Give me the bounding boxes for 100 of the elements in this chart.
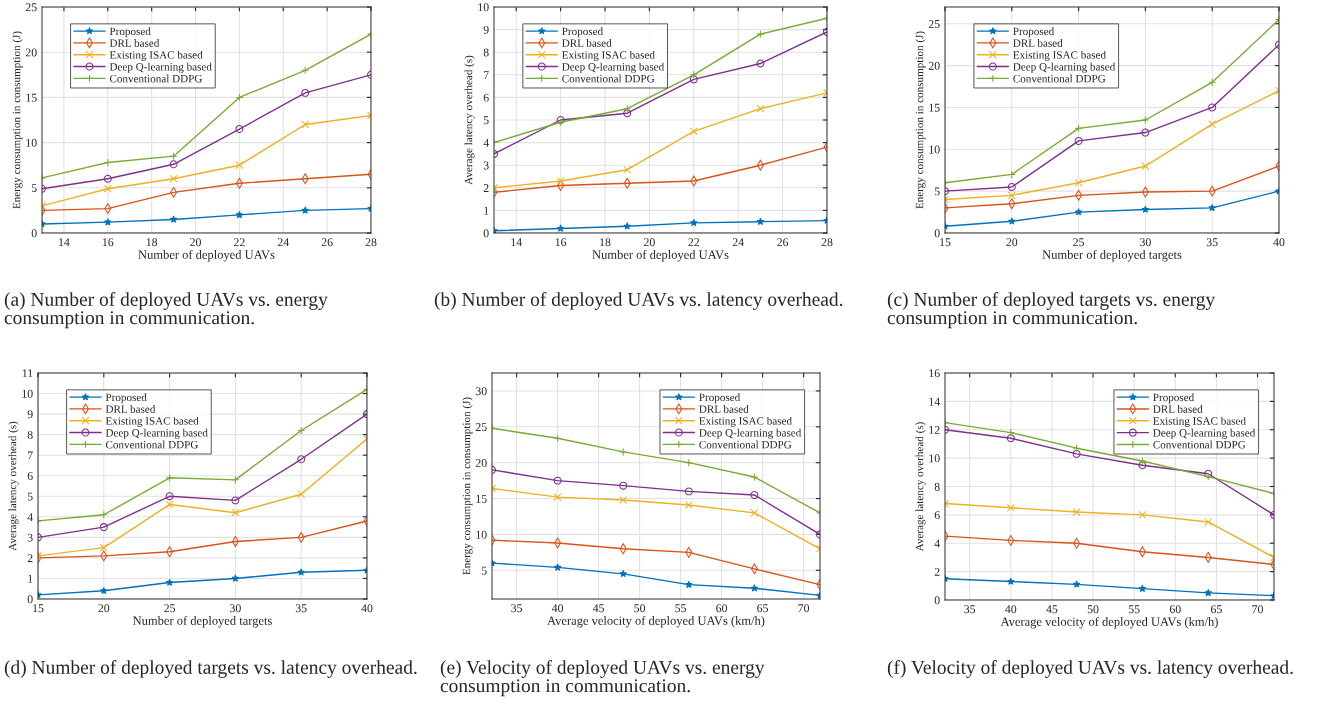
y-tick-label: 3 <box>27 533 33 542</box>
text: (a) Number of deployed UAVs vs. energy consumption in communication. <box>4 292 328 329</box>
x-tick-label: 14 <box>511 238 522 247</box>
legend-label: DRL based <box>109 39 160 47</box>
legend-label: DRL based <box>562 39 612 47</box>
x-tick-label: 40 <box>1005 605 1017 614</box>
legend-label: Existing ISAC based <box>105 416 199 427</box>
x-tick-label: 55 <box>1128 605 1140 614</box>
x-tick-label: 55 <box>675 604 687 613</box>
y-tick-label: 20 <box>25 48 37 57</box>
y-tick-label: 20 <box>928 61 940 70</box>
legend-label: Existing ISAC based <box>699 416 792 427</box>
y-tick-label: 0 <box>934 596 940 605</box>
x-axis-title: Number of deployed targets <box>1042 249 1182 262</box>
x-tick-label: 18 <box>146 238 158 247</box>
x-tick-label: 20 <box>644 238 655 247</box>
text: (f) Velocity of deployed UAVs vs. latency overhead. <box>887 660 1293 678</box>
x-tick-label: 45 <box>1046 605 1058 614</box>
legend-label: Conventional DDPG <box>109 74 203 83</box>
y-tick-label: 5 <box>934 187 940 196</box>
y-tick-label: 6 <box>483 93 489 102</box>
x-axis-title: Number of deployed UAVs <box>592 249 729 262</box>
legend-label: Proposed <box>109 27 151 38</box>
x-axis-title: Average velocity of deployed UAVs (km/h) <box>1000 616 1218 629</box>
x-axis-title: Number of deployed targets <box>133 615 272 628</box>
x-tick-label: 45 <box>592 604 605 613</box>
legend-label: Conventional DDPG <box>1153 440 1246 449</box>
legend-label: Deep Q-learning based <box>1013 62 1116 73</box>
y-tick-label: 2 <box>934 567 940 576</box>
x-tick-label: 35 <box>295 604 307 613</box>
x-tick-label: 20 <box>98 604 110 613</box>
y-tick-label: 30 <box>475 387 487 396</box>
legend-label: Proposed <box>562 27 603 38</box>
x-tick-label: 60 <box>1169 605 1181 614</box>
y-axis-title: Energy consumption in consumption (J) <box>12 31 23 209</box>
x-tick-label: 24 <box>732 238 744 247</box>
y-tick-label: 0 <box>934 229 940 238</box>
x-tick-label: 16 <box>102 238 114 247</box>
y-tick-label: 1 <box>484 206 489 215</box>
y-tick-label: 8 <box>483 48 489 57</box>
y-axis-title: Average latency overhead (s) <box>8 421 19 551</box>
x-tick-label: 30 <box>230 604 241 613</box>
y-tick-label: 15 <box>476 494 487 503</box>
y-tick-label: 10 <box>929 145 940 154</box>
y-tick-label: 25 <box>25 3 37 12</box>
x-tick-label: 25 <box>1073 238 1085 247</box>
legend-label: Conventional DDPG <box>1013 74 1106 83</box>
y-tick-label: 7 <box>28 451 33 460</box>
y-axis-title: Energy consumption in consumption (J) <box>462 397 473 575</box>
legend-label: Deep Q-learning based <box>562 62 665 73</box>
y-tick-label: 6 <box>27 472 33 480</box>
y-tick-label: 12 <box>929 426 940 434</box>
legend-label: Deep Q-learning based <box>109 62 212 73</box>
legend-label: DRL based <box>1013 39 1063 47</box>
x-tick-label: 20 <box>190 238 201 247</box>
text: (e) Velocity of deployed UAVs vs. energy consumption in communication. <box>440 660 765 697</box>
legend-label: Existing ISAC based <box>1153 416 1246 428</box>
y-axis-title: Average latency overhead (s) <box>464 55 475 185</box>
x-tick-label: 35 <box>964 605 976 614</box>
x-tick-label: 50 <box>1087 605 1099 614</box>
y-tick-label: 10 <box>478 3 489 12</box>
x-axis-title: Average velocity of deployed UAVs (km/h) <box>547 615 765 628</box>
y-tick-label: 5 <box>27 492 33 501</box>
y-tick-label: 2 <box>27 554 33 563</box>
x-tick-label: 70 <box>798 604 810 613</box>
legend-label: Conventional DDPG <box>562 74 655 83</box>
x-tick-label: 26 <box>777 238 789 247</box>
y-tick-label: 0 <box>31 229 37 238</box>
y-tick-label: 10 <box>476 530 487 539</box>
y-tick-label: 7 <box>484 71 489 79</box>
y-tick-label: 8 <box>934 482 940 491</box>
y-tick-label: 15 <box>929 103 940 112</box>
x-tick-label: 28 <box>365 238 377 247</box>
x-tick-label: 50 <box>634 604 646 613</box>
y-tick-label: 4 <box>934 539 940 548</box>
y-axis-title: Energy consumption in consumption (J) <box>915 31 926 209</box>
y-tick-label: 25 <box>475 423 487 432</box>
x-tick-label: 16 <box>555 238 567 247</box>
y-tick-label: 11 <box>22 369 33 378</box>
legend-label: Proposed <box>105 393 147 404</box>
x-tick-label: 40 <box>551 604 564 613</box>
x-tick-label: 65 <box>1211 605 1222 614</box>
y-tick-label: 8 <box>27 430 33 439</box>
y-tick-label: 0 <box>483 229 489 238</box>
x-tick-label: 14 <box>59 238 70 247</box>
text: (d) Number of deployed targets vs. latency overhead. <box>4 660 417 678</box>
x-tick-label: 40 <box>361 604 373 613</box>
legend-label: DRL based <box>699 405 749 413</box>
x-tick-label: 25 <box>164 604 176 613</box>
y-tick-label: 10 <box>26 138 37 147</box>
legend-label: Deep Q-learning based <box>699 428 802 439</box>
x-tick-label: 65 <box>757 604 769 613</box>
y-tick-label: 2 <box>483 184 489 192</box>
x-tick-label: 30 <box>1140 238 1151 247</box>
x-tick-label: 60 <box>716 604 728 613</box>
legend-label: DRL based <box>1153 405 1203 413</box>
x-tick-label: 24 <box>277 238 289 247</box>
legend-label: Existing ISAC based <box>562 50 655 61</box>
y-tick-label: 9 <box>483 25 489 34</box>
y-tick-label: 0 <box>27 595 33 604</box>
